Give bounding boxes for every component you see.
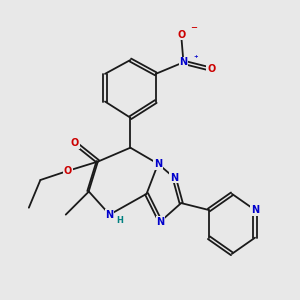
Text: N: N: [179, 57, 188, 67]
Text: O: O: [71, 138, 79, 148]
Text: −: −: [190, 23, 197, 32]
Text: O: O: [64, 166, 72, 176]
Text: H: H: [117, 216, 123, 225]
Text: +: +: [194, 54, 199, 59]
Text: N: N: [106, 210, 114, 220]
Text: N: N: [154, 159, 162, 169]
Text: O: O: [207, 64, 215, 74]
Text: N: N: [170, 173, 178, 183]
Text: N: N: [156, 217, 164, 226]
Text: N: N: [251, 205, 259, 215]
Text: O: O: [177, 30, 185, 40]
